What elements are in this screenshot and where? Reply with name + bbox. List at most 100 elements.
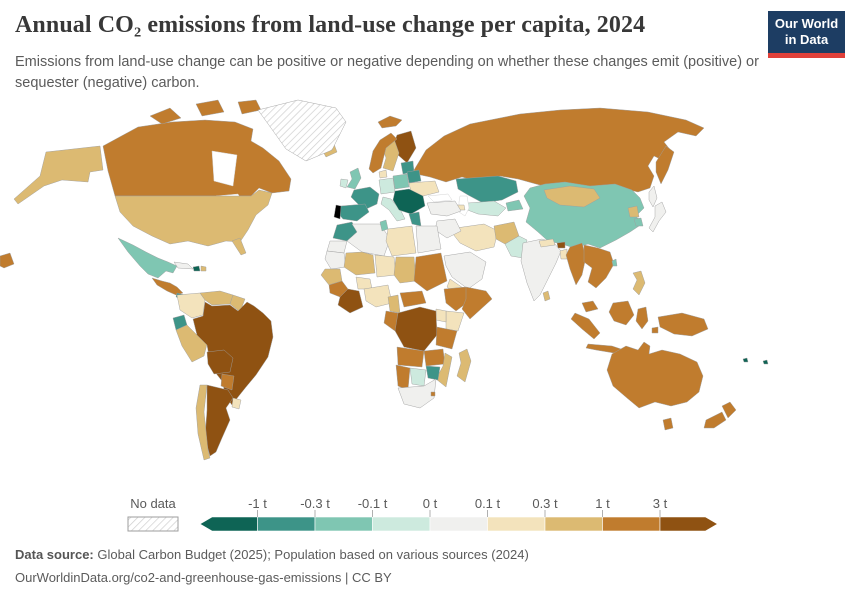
region-cuba[interactable] <box>173 261 194 270</box>
region-argentina[interactable] <box>204 384 234 457</box>
region-colombia[interactable] <box>176 292 206 319</box>
region-north-korea[interactable] <box>627 205 640 218</box>
region-sudan[interactable] <box>413 252 448 292</box>
region-india[interactable] <box>520 238 562 302</box>
region-mongolia[interactable] <box>543 185 601 208</box>
region-indonesia[interactable] <box>651 326 659 334</box>
legend-bin-9[interactable] <box>659 516 719 532</box>
region-west-africa-coast[interactable] <box>337 288 364 314</box>
region-russia[interactable] <box>0 252 15 269</box>
region-greenland[interactable] <box>257 99 347 162</box>
region-myanmar[interactable] <box>565 242 587 286</box>
region-south-korea[interactable] <box>633 217 644 227</box>
region-balkans[interactable] <box>392 188 426 215</box>
region-greece[interactable] <box>408 211 422 227</box>
region-new-zealand[interactable] <box>721 401 737 419</box>
region-france[interactable] <box>350 186 380 211</box>
region-indonesia[interactable] <box>635 306 649 330</box>
region-canada[interactable] <box>102 119 292 197</box>
region-mali[interactable] <box>343 251 376 276</box>
region-canada[interactable] <box>195 99 225 117</box>
region-chile[interactable] <box>195 384 211 461</box>
region-central-america[interactable] <box>151 277 184 296</box>
region-eswatini[interactable] <box>430 391 436 397</box>
region-central-african-republic[interactable] <box>399 290 427 308</box>
region-philippines[interactable] <box>632 270 646 296</box>
legend-bin-6[interactable] <box>487 516 546 532</box>
region-burkina-faso[interactable] <box>355 276 373 290</box>
region-chad[interactable] <box>393 256 417 284</box>
region-libya[interactable] <box>385 225 417 257</box>
legend-bin-5[interactable] <box>429 516 488 532</box>
region-spain[interactable] <box>336 203 370 222</box>
world-choropleth-map[interactable] <box>0 95 850 495</box>
region-germany[interactable] <box>378 177 396 195</box>
region-united-states[interactable] <box>231 237 247 256</box>
region-tanzania[interactable] <box>435 326 458 350</box>
region-taiwan[interactable] <box>611 258 618 267</box>
region-bolivia[interactable] <box>206 349 234 375</box>
region-russia[interactable] <box>377 115 403 129</box>
region-dominican-republic[interactable] <box>200 265 207 272</box>
region-somalia[interactable] <box>461 286 493 320</box>
region-drc[interactable] <box>393 306 438 352</box>
region-united-kingdom[interactable] <box>346 167 362 190</box>
region-bhutan[interactable] <box>556 241 566 249</box>
region-cameroon[interactable] <box>387 294 401 314</box>
region-angola[interactable] <box>396 346 425 368</box>
region-norway[interactable] <box>368 132 398 174</box>
region-ireland[interactable] <box>339 178 349 189</box>
region-canada[interactable] <box>237 99 262 115</box>
owid-logo[interactable]: Our World in Data <box>768 11 845 58</box>
region-congo-gabon[interactable] <box>383 310 399 332</box>
region-nepal[interactable] <box>538 238 556 248</box>
region-indochina[interactable] <box>583 244 615 289</box>
region-uruguay[interactable] <box>231 397 242 410</box>
region-namibia[interactable] <box>395 364 411 391</box>
legend-bin-8[interactable] <box>602 516 661 532</box>
region-nigeria[interactable] <box>363 284 393 308</box>
region-bangladesh[interactable] <box>559 248 568 260</box>
region-new-zealand[interactable] <box>703 411 727 429</box>
region-malaysia[interactable] <box>581 300 599 313</box>
region-kyrgyzstan-tajikistan[interactable] <box>505 199 524 212</box>
region-fiji[interactable] <box>742 357 749 363</box>
legend-bin-7[interactable] <box>544 516 603 532</box>
license-line[interactable]: OurWorldinData.org/co2-and-greenhouse-ga… <box>15 569 392 585</box>
region-belarus[interactable] <box>406 169 422 184</box>
region-mauritania[interactable] <box>324 250 347 270</box>
legend-bin-1[interactable] <box>199 516 258 532</box>
region-zambia[interactable] <box>423 348 446 367</box>
region-peru[interactable] <box>175 324 208 363</box>
region-japan[interactable] <box>648 201 667 233</box>
region-russia[interactable] <box>655 145 675 185</box>
region-united-states[interactable] <box>114 189 273 247</box>
legend-bin-4[interactable] <box>372 516 431 532</box>
region-paraguay[interactable] <box>220 373 235 391</box>
region-egypt[interactable] <box>415 225 442 254</box>
region-mozambique[interactable] <box>435 352 453 388</box>
region-indonesia[interactable] <box>570 312 601 340</box>
legend-bin-3[interactable] <box>314 516 373 532</box>
region-niger[interactable] <box>374 254 397 278</box>
region-zimbabwe[interactable] <box>425 365 441 381</box>
region-poland[interactable] <box>392 173 410 190</box>
region-sri-lanka[interactable] <box>542 290 551 302</box>
region-mexico[interactable] <box>117 237 178 279</box>
region-uzbekistan-turkmenistan[interactable] <box>464 200 507 217</box>
region-portugal[interactable] <box>333 204 342 220</box>
region-sakhalin[interactable] <box>648 185 658 208</box>
region-saudi-arabia[interactable] <box>443 251 487 290</box>
region-haiti[interactable] <box>192 265 201 272</box>
region-indonesia[interactable] <box>608 300 635 326</box>
region-kenya[interactable] <box>445 310 465 332</box>
region-uganda[interactable] <box>435 308 447 323</box>
legend-bin-2[interactable] <box>257 516 316 532</box>
region-australia[interactable] <box>662 417 674 431</box>
region-iran[interactable] <box>452 223 499 252</box>
legend-no-data-swatch[interactable] <box>127 516 179 532</box>
region-brazil[interactable] <box>192 301 274 406</box>
region-new-guinea[interactable] <box>657 312 709 337</box>
region-south-africa[interactable] <box>397 378 437 409</box>
region-madagascar[interactable] <box>456 348 472 383</box>
